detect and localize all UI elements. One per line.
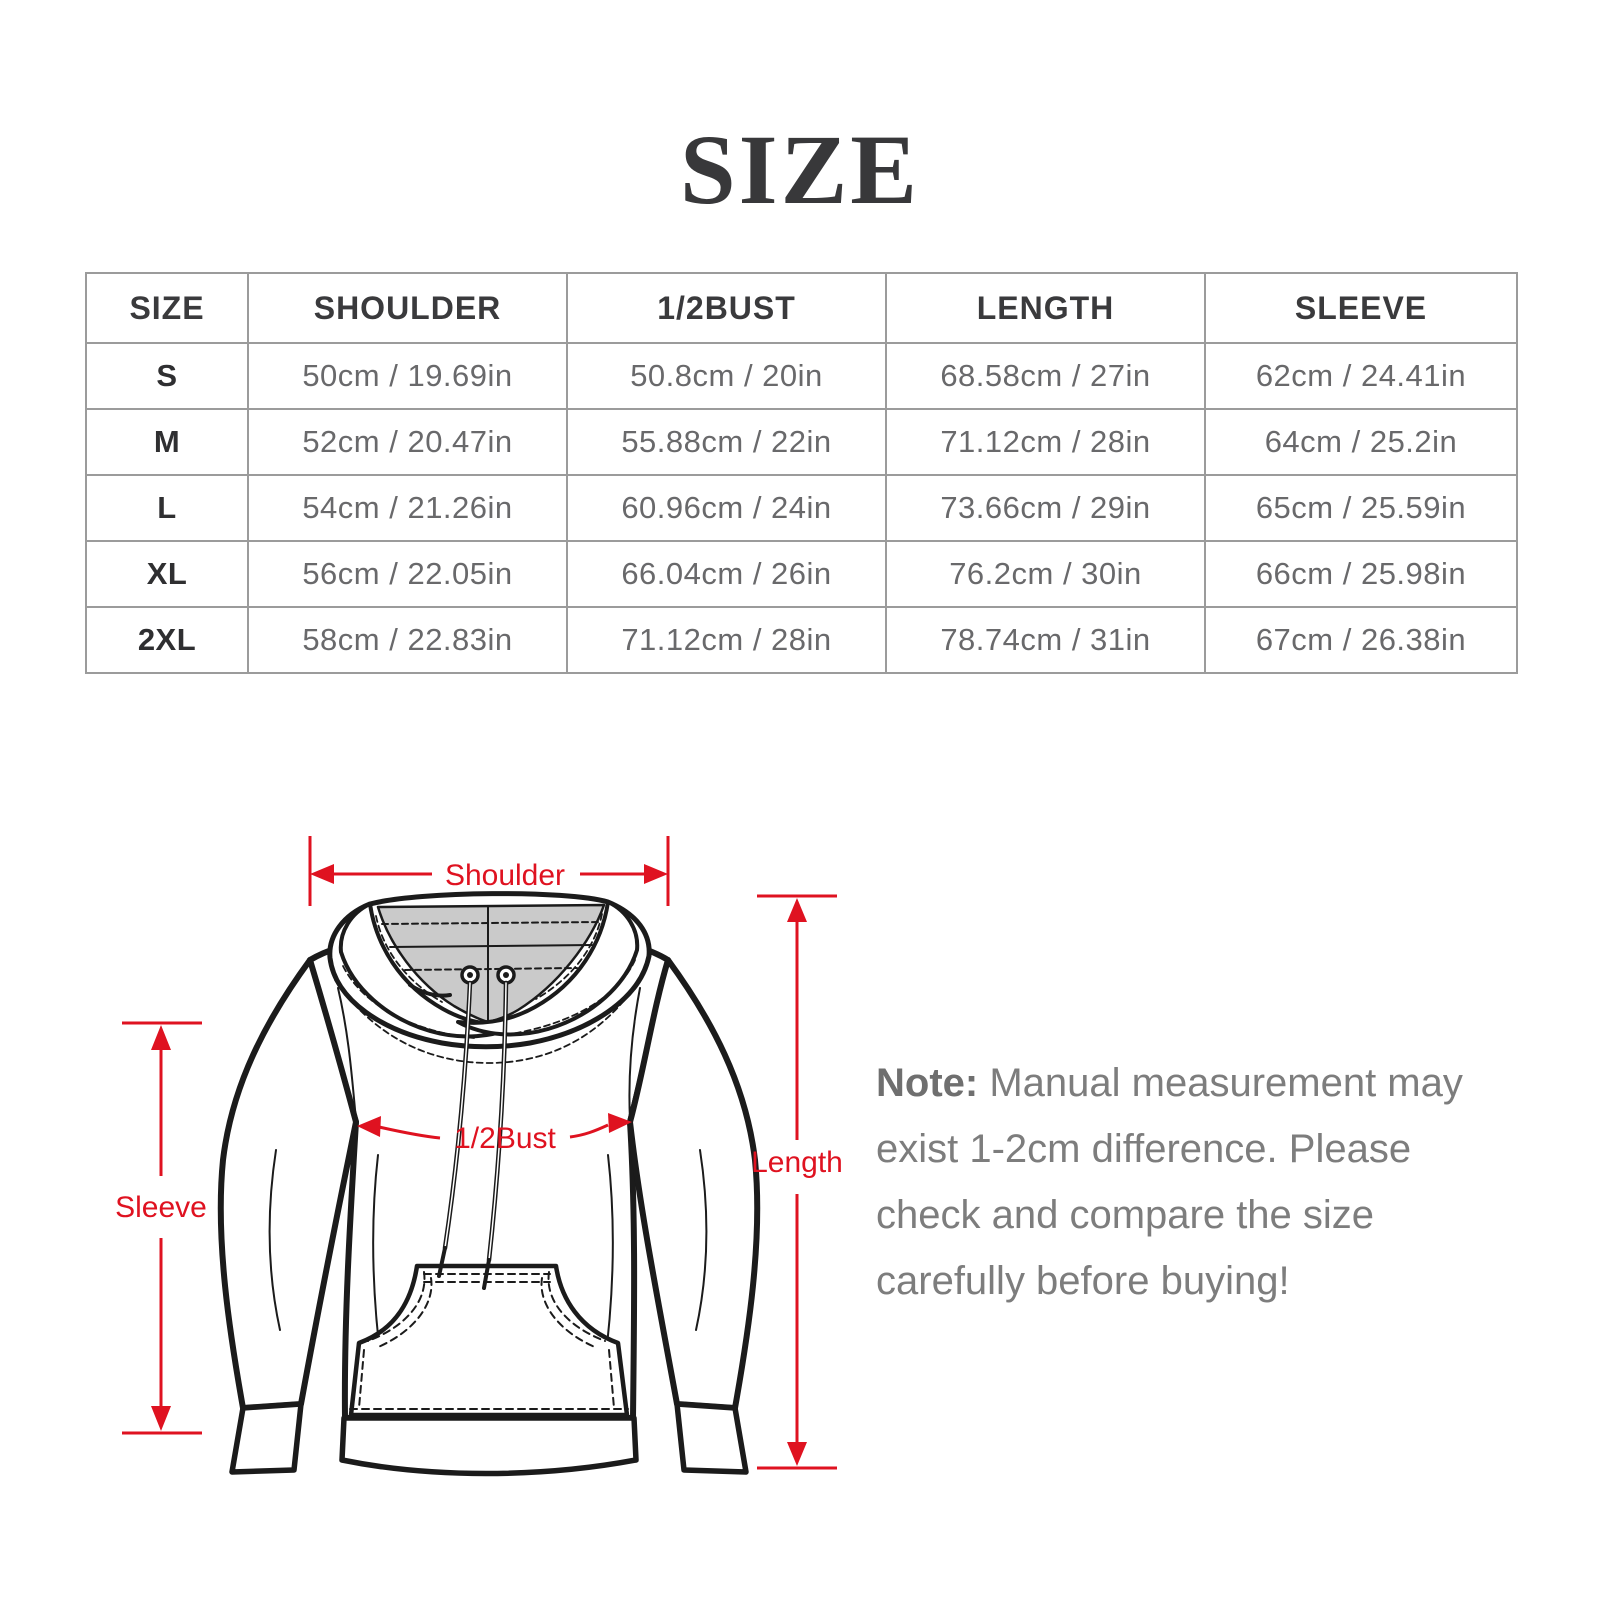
- cell-bust: 50.8cm / 20in: [566, 342, 887, 410]
- cell-size: 2XL: [85, 606, 249, 674]
- cell-length: 76.2cm / 30in: [885, 540, 1206, 608]
- col-header-bust: 1/2BUST: [566, 272, 887, 344]
- note-label: Note:: [876, 1061, 979, 1105]
- hoodie-sketch: [217, 891, 761, 1477]
- cell-length: 71.12cm / 28in: [885, 408, 1206, 476]
- table-header-row: SIZE SHOULDER 1/2BUST LENGTH SLEEVE: [85, 272, 1518, 344]
- cell-length: 73.66cm / 29in: [885, 474, 1206, 542]
- hoodie-right-cuff: [674, 1401, 749, 1475]
- cell-shoulder: 54cm / 21.26in: [247, 474, 568, 542]
- cell-bust: 71.12cm / 28in: [566, 606, 887, 674]
- bust-dimension-label: 1/2Bust: [454, 1122, 556, 1155]
- note-text: Manual measurement may exist 1-2cm diffe…: [876, 1061, 1463, 1303]
- length-dimension-label: Length: [751, 1146, 843, 1179]
- col-header-length: LENGTH: [885, 272, 1206, 344]
- cell-bust: 55.88cm / 22in: [566, 408, 887, 476]
- sleeve-dimension: Sleeve: [115, 1021, 207, 1435]
- cell-bust: 60.96cm / 24in: [566, 474, 887, 542]
- bust-dimension: 1/2Bust: [357, 1113, 632, 1155]
- cell-length: 78.74cm / 31in: [885, 606, 1206, 674]
- cell-size: XL: [85, 540, 249, 608]
- hoodie-left-cuff: [229, 1401, 304, 1475]
- hoodie-hem-band: [339, 1415, 639, 1477]
- size-table: SIZE SHOULDER 1/2BUST LENGTH SLEEVE S 50…: [85, 272, 1518, 674]
- hoodie-right-sleeve: [627, 957, 761, 1411]
- drawstrings: [437, 980, 509, 1290]
- cell-sleeve: 67cm / 26.38in: [1204, 606, 1518, 674]
- col-header-shoulder: SHOULDER: [247, 272, 568, 344]
- hood-interior-grid: [381, 906, 600, 1021]
- table-row: 2XL 58cm / 22.83in 71.12cm / 28in 78.74c…: [85, 606, 1518, 674]
- dimension-arrows: Shoulder Sleeve 1/2Bust: [115, 836, 843, 1470]
- cell-size: S: [85, 342, 249, 410]
- table-row: L 54cm / 21.26in 60.96cm / 24in 73.66cm …: [85, 474, 1518, 542]
- cell-size: M: [85, 408, 249, 476]
- measurement-note: Note: Manual measurement may exist 1-2cm…: [876, 1050, 1498, 1314]
- hood-fold-crease: [408, 983, 452, 998]
- sleeve-dimension-label: Sleeve: [115, 1191, 207, 1224]
- cell-shoulder: 50cm / 19.69in: [247, 342, 568, 410]
- cell-length: 68.58cm / 27in: [885, 342, 1206, 410]
- cell-size: L: [85, 474, 249, 542]
- cell-sleeve: 62cm / 24.41in: [1204, 342, 1518, 410]
- cell-bust: 66.04cm / 26in: [566, 540, 887, 608]
- hood-stitching: [334, 913, 643, 1064]
- hoodie-hood: [327, 891, 652, 1290]
- table-row: M 52cm / 20.47in 55.88cm / 22in 71.12cm …: [85, 408, 1518, 476]
- cell-sleeve: 65cm / 25.59in: [1204, 474, 1518, 542]
- col-header-size: SIZE: [85, 272, 249, 344]
- cell-sleeve: 66cm / 25.98in: [1204, 540, 1518, 608]
- page-title: SIZE: [680, 114, 920, 225]
- cell-shoulder: 52cm / 20.47in: [247, 408, 568, 476]
- shoulder-dimension: Shoulder: [308, 836, 670, 906]
- shoulder-dimension-label: Shoulder: [445, 859, 565, 892]
- cell-shoulder: 58cm / 22.83in: [247, 606, 568, 674]
- hood-right-flap: [456, 900, 640, 1037]
- cell-shoulder: 56cm / 22.05in: [247, 540, 568, 608]
- length-dimension: Length: [751, 894, 843, 1470]
- cell-sleeve: 64cm / 25.2in: [1204, 408, 1518, 476]
- col-header-sleeve: SLEEVE: [1204, 272, 1518, 344]
- table-row: XL 56cm / 22.05in 66.04cm / 26in 76.2cm …: [85, 540, 1518, 608]
- table-row: S 50cm / 19.69in 50.8cm / 20in 68.58cm /…: [85, 342, 1518, 410]
- hoodie-measurement-diagram: Shoulder Sleeve 1/2Bust: [115, 836, 843, 1477]
- hoodie-pocket: [348, 1263, 630, 1418]
